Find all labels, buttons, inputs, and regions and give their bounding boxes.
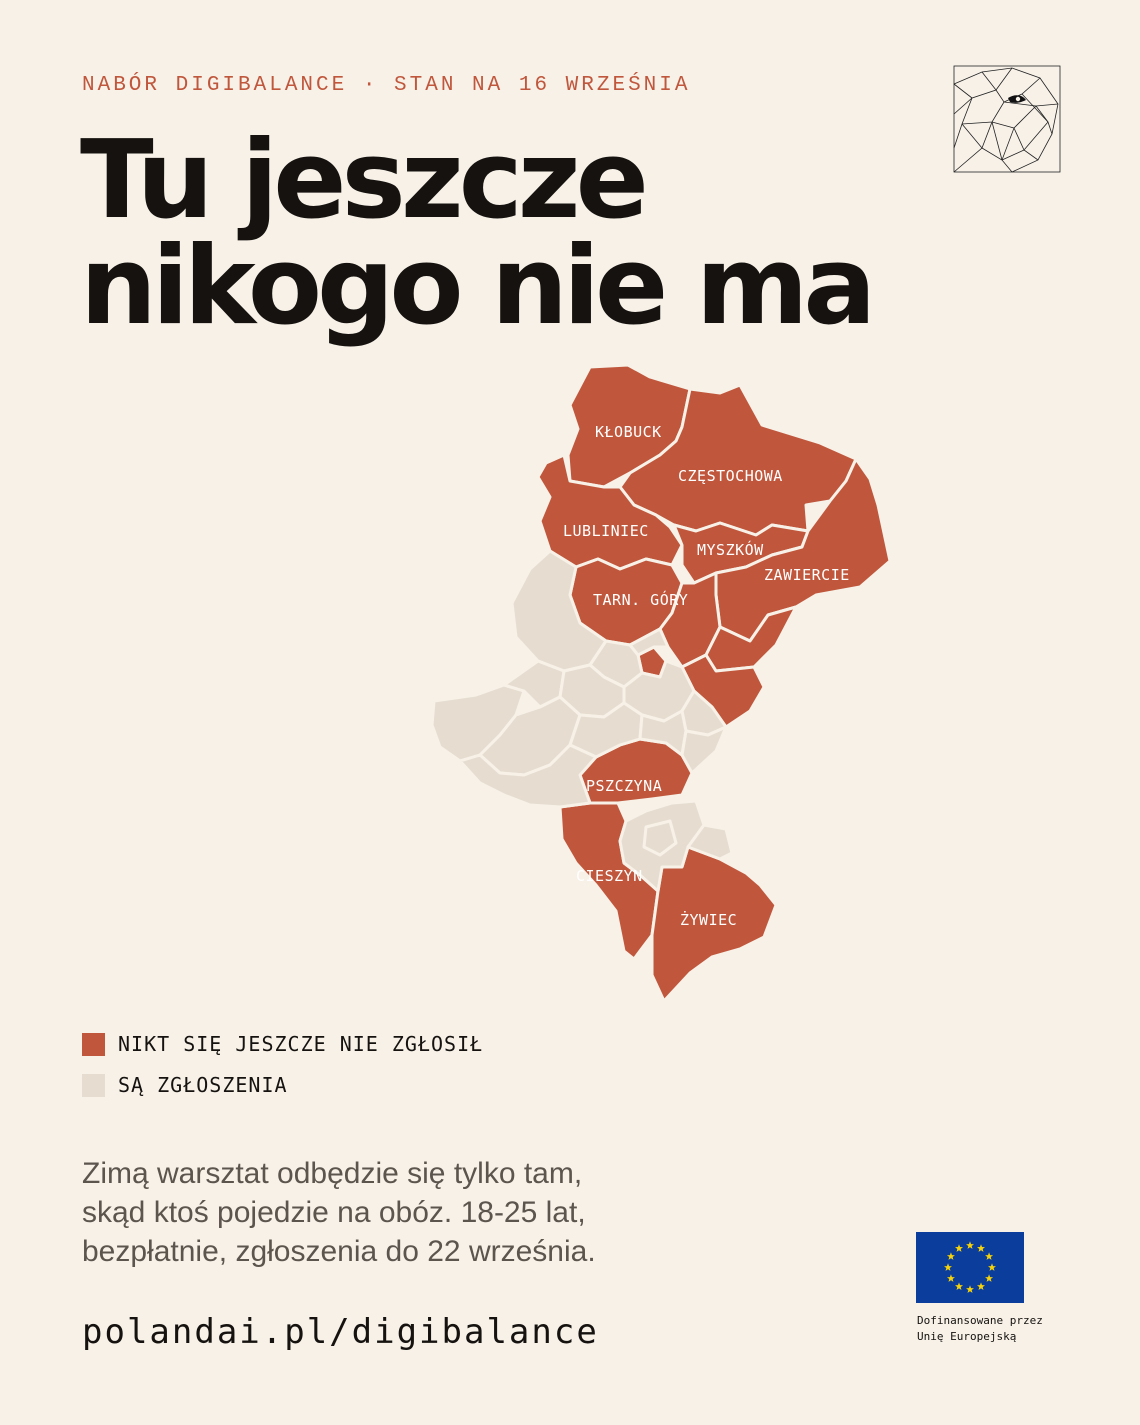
- legend-label-has-signup: SĄ ZGŁOSZENIA: [118, 1073, 288, 1097]
- geometric-eagle-icon: [953, 65, 1061, 173]
- map-label-pszczyna: PSZCZYNA: [586, 777, 662, 795]
- map-label-zawiercie: ZAWIERCIE: [764, 566, 850, 584]
- legend-item-has-signup: SĄ ZGŁOSZENIA: [82, 1071, 483, 1099]
- map-label-tarn-gory: TARN. GÓRY: [593, 590, 688, 609]
- title-line-1: Tu jeszcze: [80, 118, 649, 243]
- region-bierun: [680, 725, 728, 775]
- map-label-zywiec: ŻYWIEC: [680, 910, 737, 929]
- map-label-myszkow: MYSZKÓW: [697, 540, 764, 559]
- legend-swatch-has-signup: [82, 1073, 105, 1097]
- website-url: polandai.pl/digibalance: [82, 1312, 599, 1352]
- eu-caption-line-2: Unię Europejską: [917, 1330, 1017, 1343]
- title-line-2: nikogo nie ma: [80, 224, 876, 349]
- description-line-1: Zimą warsztat odbędzie się tylko tam,: [82, 1157, 583, 1190]
- legend-label-no-signup: NIKT SIĘ JESZCZE NIE ZGŁOSIŁ: [118, 1032, 484, 1056]
- eu-star: [985, 1252, 994, 1260]
- map-label-czestochowa: CZĘSTOCHOWA: [678, 467, 783, 485]
- eu-star: [944, 1263, 952, 1271]
- region-wodzislaw: [458, 743, 598, 809]
- description: Zimą warsztat odbędzie się tylko tam, sk…: [82, 1154, 782, 1271]
- eu-star: [946, 1252, 955, 1260]
- eu-funding-caption: Dofinansowane przez Unię Europejską: [917, 1313, 1043, 1345]
- eu-star: [977, 1244, 985, 1252]
- map-label-cieszyn: CIESZYN: [576, 867, 643, 885]
- page-title: Tu jeszcze nikogo nie ma: [80, 118, 1040, 349]
- description-line-2: skąd ktoś pojedzie na obóz. 18-25 lat,: [82, 1196, 586, 1229]
- eu-star: [955, 1282, 963, 1290]
- eu-star: [966, 1241, 974, 1249]
- eu-caption-line-1: Dofinansowane przez: [917, 1314, 1043, 1327]
- region-piekary: [628, 627, 670, 657]
- region-bielsko-city: [642, 819, 678, 857]
- eu-star: [966, 1285, 974, 1293]
- eu-star: [985, 1274, 994, 1282]
- eu-star: [955, 1244, 963, 1252]
- legend-swatch-no-signup: [82, 1032, 105, 1056]
- map-label-klobuck: KŁOBUCK: [595, 423, 662, 441]
- region-map: KŁOBUCK CZĘSTOCHOWA LUBLINIEC MYSZKÓW ZA…: [430, 363, 892, 1003]
- kicker: NABÓR DIGIBALANCE · STAN NA 16 WRZEŚNIA: [82, 74, 691, 97]
- legend: NIKT SIĘ JESZCZE NIE ZGŁOSIŁ SĄ ZGŁOSZEN…: [82, 1030, 483, 1112]
- region-gmina-southeast: [686, 823, 734, 861]
- eu-star: [946, 1274, 955, 1282]
- eu-star: [977, 1282, 985, 1290]
- eu-flag-icon: [916, 1232, 1024, 1303]
- eu-star: [988, 1263, 996, 1271]
- map-label-lubliniec: LUBLINIEC: [563, 522, 649, 540]
- description-line-3: bezpłatnie, zgłoszenia do 22 września.: [82, 1235, 596, 1268]
- legend-item-no-signup: NIKT SIĘ JESZCZE NIE ZGŁOSIŁ: [82, 1030, 483, 1058]
